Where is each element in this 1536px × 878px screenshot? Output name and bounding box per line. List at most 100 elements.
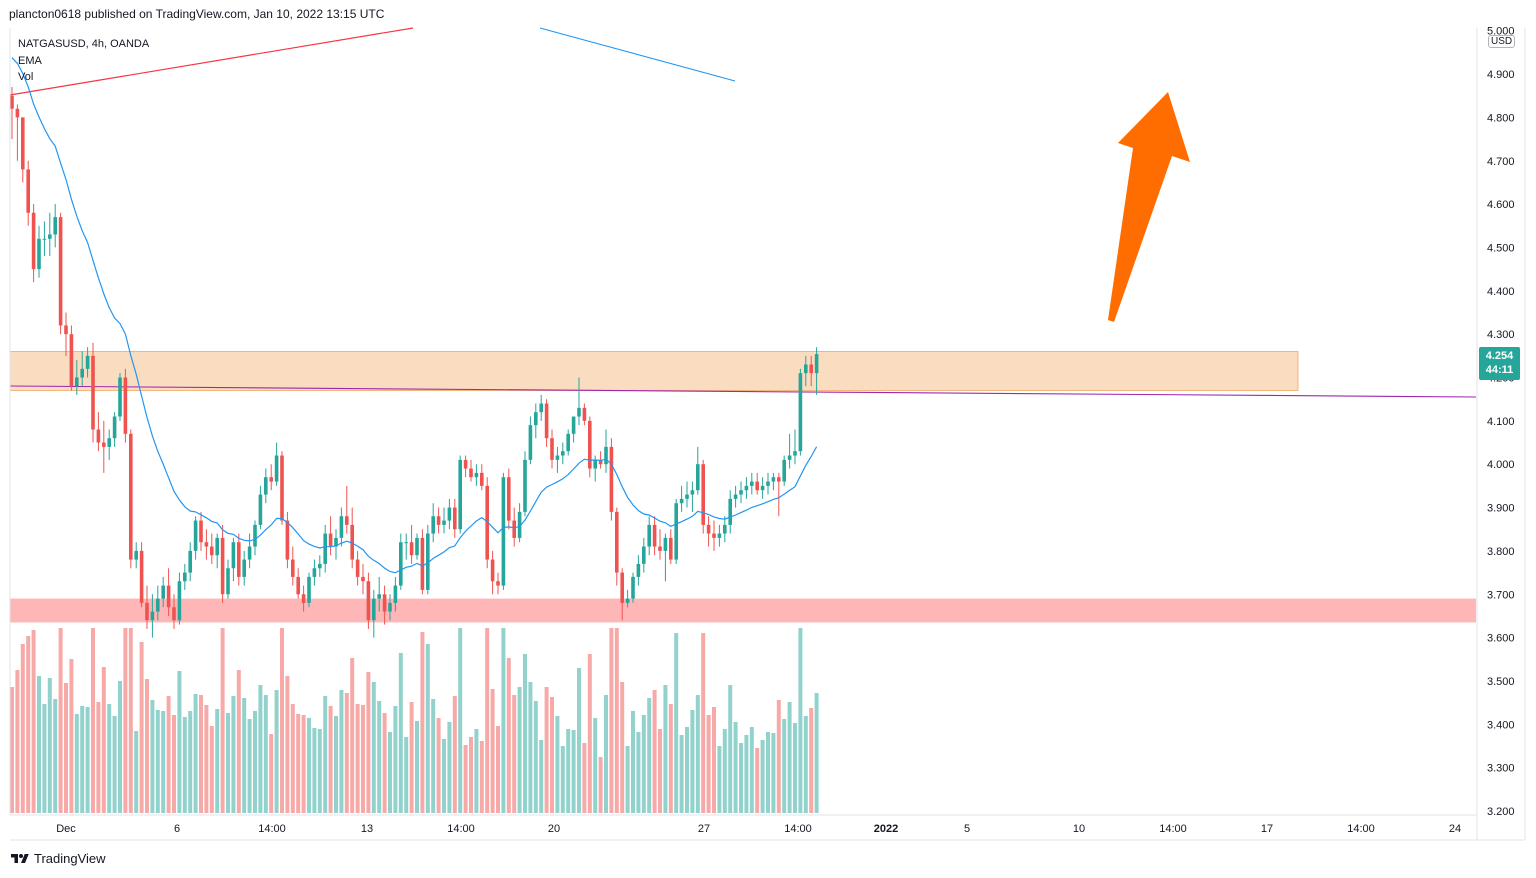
candle [355,550,360,586]
candle [42,221,47,257]
price-tick-label: 3.400 [1487,719,1515,731]
candle [404,533,408,560]
candle-body [431,516,435,534]
candle [463,455,468,478]
candle-body [372,598,376,621]
candle-body [458,459,462,530]
candle [10,87,14,140]
volume-bar [733,722,738,813]
last-price-value: 4.254 [1485,350,1514,362]
candle-body [447,507,452,521]
candle [609,438,614,521]
candle [204,529,209,560]
price-tick-label: 4.000 [1487,459,1515,471]
candle-body [647,524,651,547]
candle [415,533,419,560]
volume-bar [258,685,263,813]
candle-body [123,377,128,434]
candle-body [696,464,700,491]
candle-body [166,585,171,608]
candle-body [350,524,354,560]
volume-bar [625,746,630,813]
candle [755,472,759,495]
candle-body [345,516,349,525]
volume-bar [37,676,41,813]
candle [37,225,41,278]
time-tick-label: 17 [1261,823,1273,835]
volume-bar [712,707,716,813]
candle [242,550,246,586]
candle [685,481,689,508]
candle-body [512,520,516,538]
candle-body [193,520,198,551]
candle [588,416,592,478]
candle [496,572,500,595]
candle-body [436,516,441,525]
candle [577,377,581,426]
volume-bar [658,729,662,813]
currency-label[interactable]: USD [1488,35,1516,48]
volume-bar [355,704,360,813]
candle-body [156,598,160,612]
candle-body [690,490,695,495]
price-tick-label: 4.900 [1487,69,1515,81]
volume-bar [91,628,95,813]
candle-body [787,455,792,460]
candle-body [58,217,63,326]
volume-bar [609,628,614,813]
candle-body [91,355,95,430]
candle [561,442,565,465]
candle-body [604,446,608,465]
candle-body [253,524,257,547]
candle [723,516,727,543]
candle-body [388,602,392,612]
candle [280,451,284,525]
volume-bar [47,678,52,813]
volume-bar [728,685,733,813]
candle-body [177,581,182,621]
candle [112,412,117,447]
candle-body [291,559,295,577]
volume-bar [123,628,128,813]
candle-body [355,559,360,577]
candle [555,446,560,473]
trendline-red [9,27,414,96]
volume-bar [388,732,392,813]
candle [674,498,678,564]
candle [679,485,684,512]
price-tick-label: 4.700 [1487,156,1515,168]
candle [372,589,376,638]
volume-bar [523,654,527,813]
volume-bar [814,693,819,813]
legend-vol[interactable]: Vol [18,71,34,83]
legend-ema[interactable]: EMA [18,54,42,67]
candle [507,468,511,530]
volume-bar [604,695,608,813]
volume-bar [550,697,554,813]
candle [480,464,484,491]
candle [296,568,300,599]
time-tick-label: 10 [1073,823,1085,835]
legend-symbol[interactable]: NATGASUSD, 4h, OANDA [18,38,150,50]
candle [793,429,797,465]
tradingview-brand[interactable]: TradingView [10,851,106,866]
candle-body [777,477,781,482]
candle-body [107,438,111,447]
price-tick-label: 4.800 [1487,112,1515,124]
candle [647,516,651,556]
candle [582,403,587,426]
price-tick-label: 4.100 [1487,416,1515,428]
candle-body [183,572,187,582]
support-zone [10,598,1476,623]
candle [420,529,425,595]
candle-body [139,550,144,603]
candle-body [517,511,522,538]
candle [301,585,306,612]
volume-bar [182,717,187,813]
candle-body [85,355,90,369]
volume-bar [474,729,479,813]
candle [237,533,241,586]
candle-body [31,212,36,270]
volume-bar [501,628,506,813]
